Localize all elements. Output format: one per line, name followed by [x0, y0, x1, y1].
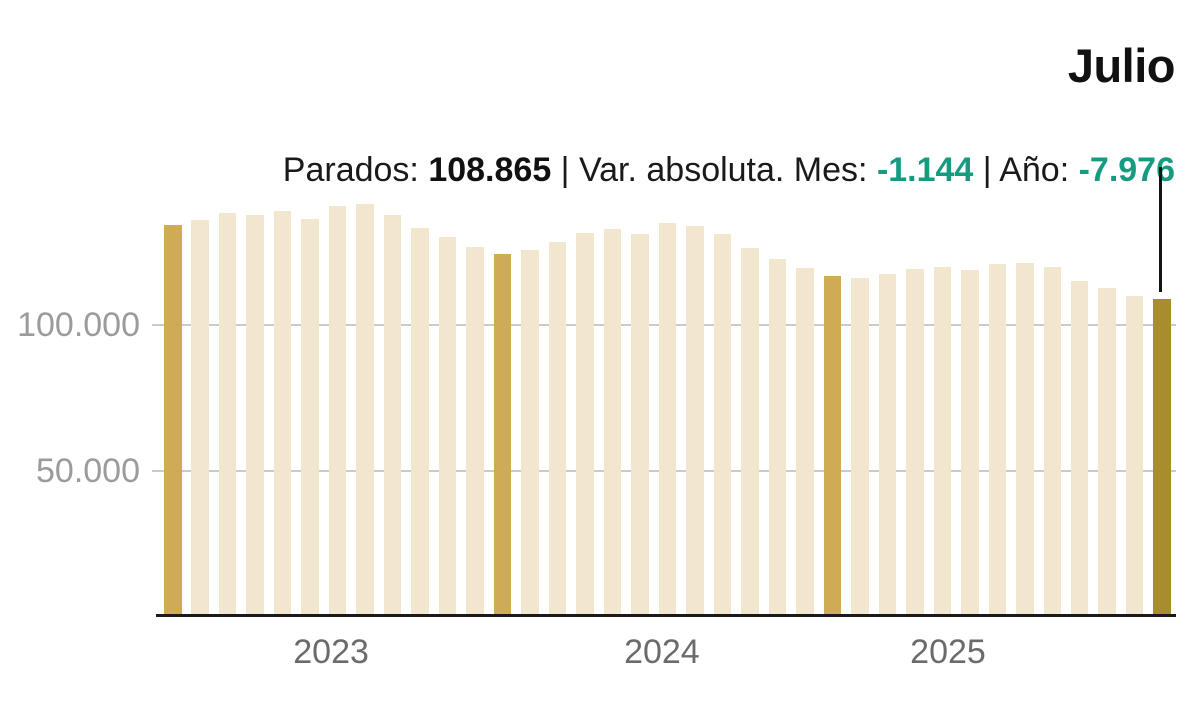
- bar[interactable]: [961, 269, 979, 616]
- bar[interactable]: [603, 228, 622, 616]
- var-ano-value: -7.976: [1078, 150, 1175, 189]
- bar[interactable]: [906, 268, 924, 616]
- x-axis-label-2025: 2025: [910, 633, 986, 671]
- bar[interactable]: [741, 247, 759, 616]
- bar[interactable]: [658, 222, 677, 616]
- var-ano-label: Año:: [999, 150, 1079, 189]
- bar-current-julio[interactable]: [1153, 299, 1171, 616]
- bar[interactable]: [383, 215, 402, 616]
- bar[interactable]: [301, 218, 319, 616]
- bar[interactable]: [686, 226, 704, 616]
- bar-julio-highlight[interactable]: [164, 224, 182, 616]
- chart-title: Julio: [1067, 39, 1176, 92]
- julio-annotation-line: [1159, 167, 1162, 292]
- y-axis-label-50000: 50.000: [36, 451, 140, 490]
- bar[interactable]: [273, 211, 292, 616]
- bar[interactable]: [1043, 267, 1061, 616]
- bar[interactable]: [548, 242, 567, 616]
- bar[interactable]: [1098, 287, 1116, 616]
- bar[interactable]: [988, 263, 1007, 616]
- var-mes-value: -1.144: [876, 150, 974, 189]
- x-axis-line: [156, 614, 1176, 617]
- x-axis-label-2024: 2024: [624, 633, 700, 671]
- bar[interactable]: [218, 212, 237, 616]
- bar[interactable]: [356, 204, 374, 616]
- bar[interactable]: [576, 233, 594, 616]
- bar[interactable]: [933, 267, 952, 616]
- var-mes-label: Var. absoluta. Mes:: [578, 150, 877, 189]
- bar[interactable]: [191, 219, 209, 616]
- bar[interactable]: [878, 273, 897, 616]
- bar[interactable]: [328, 206, 347, 616]
- separator: |: [973, 150, 1000, 189]
- bars-container: [164, 204, 1171, 616]
- bar-julio-highlight[interactable]: [823, 276, 842, 616]
- bar-julio-highlight[interactable]: [493, 253, 512, 616]
- bar[interactable]: [1125, 295, 1144, 616]
- x-axis-label-2023: 2023: [293, 633, 369, 671]
- bar[interactable]: [411, 228, 429, 616]
- chart-subtitle: Parados: 108.865 | Var. absoluta. Mes: -…: [245, 106, 1175, 234]
- parados-value: 108.865: [428, 150, 552, 189]
- bar[interactable]: [768, 258, 787, 616]
- bar[interactable]: [466, 247, 484, 616]
- parados-label: Parados:: [282, 150, 429, 189]
- y-axis-label-100000: 100.000: [17, 306, 140, 344]
- bar[interactable]: [246, 215, 264, 616]
- bar[interactable]: [851, 277, 869, 616]
- bar[interactable]: [1070, 280, 1089, 616]
- bar[interactable]: [631, 233, 649, 616]
- bar[interactable]: [796, 267, 814, 616]
- bar[interactable]: [438, 237, 457, 616]
- bar[interactable]: [1016, 263, 1034, 616]
- separator: |: [551, 150, 579, 189]
- bar[interactable]: [713, 234, 732, 616]
- bar[interactable]: [521, 249, 539, 616]
